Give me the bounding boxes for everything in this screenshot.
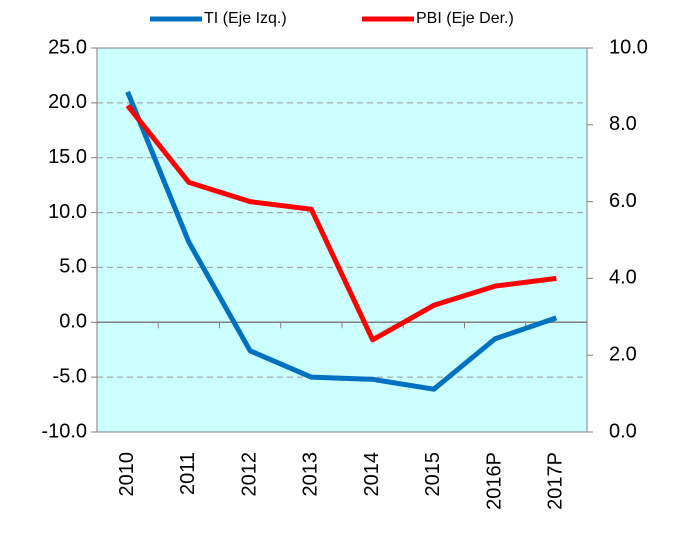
y2-tick-label: 4.0 [609,267,637,289]
y2-tick-label: 6.0 [609,190,637,212]
y-tick-label: -5.0 [53,365,87,387]
x-tick-label: 2012 [238,452,260,497]
x-tick-label: 2014 [361,452,383,497]
y-tick-label: -10.0 [41,420,87,442]
y2-tick-label: 8.0 [609,113,637,135]
y-tick-label: 10.0 [48,201,87,223]
y2-tick-label: 0.0 [609,420,637,442]
x-tick-label: 2013 [300,452,322,497]
plot-area [96,47,588,433]
legend-label: TI (Eje Izq.) [204,10,287,27]
y2-tick-label: 2.0 [609,343,637,365]
y-tick-label: 20.0 [48,91,87,113]
legend-label: PBI (Eje Der.) [416,10,514,27]
series-line [125,90,558,392]
y-tick-label: 5.0 [59,256,87,278]
x-tick-label: 2010 [116,452,138,497]
x-tick-label: 2016P [483,452,505,510]
y-tick-label: 0.0 [59,311,87,333]
y-tick-label: 25.0 [48,36,87,58]
y2-tick-label: 10.0 [609,36,648,58]
x-tick-label: 2011 [177,452,199,495]
y-tick-label: 15.0 [48,146,87,168]
x-tick-label: 2015 [422,452,444,497]
x-tick-label: 2017P [545,452,567,510]
series-line [125,104,557,343]
